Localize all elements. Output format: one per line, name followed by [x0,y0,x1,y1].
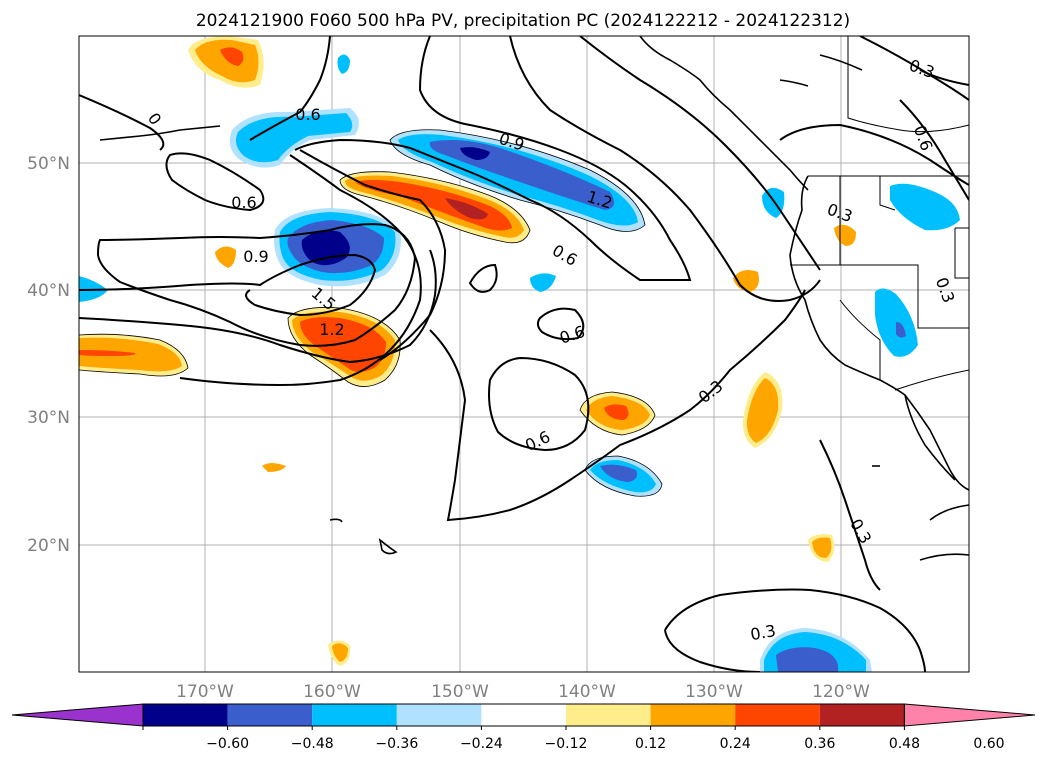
colorbar-label: 0.36 [804,736,835,752]
figure-title: 2024121900 F060 500 hPa PV, precipitatio… [196,11,850,31]
precip-blob-positive [262,463,286,472]
lon-tick: 160°W [303,682,361,702]
colorbar-extend-left [11,703,144,727]
colorbar-label: −0.24 [460,736,503,752]
colorbar-label: −0.60 [206,736,249,752]
lon-tick: 170°W [176,682,234,702]
precip-blob-positive [215,246,236,268]
lon-tick: 130°W [685,682,743,702]
colorbar-labels: −0.60 −0.48 −0.36 −0.24 −0.12 0.12 0.24 0.36 0.4… [142,726,1005,752]
lon-tick: 150°W [431,682,489,702]
coastlines [99,36,969,561]
contour-label: 0.9 [243,247,268,266]
colorbar-label: −0.48 [291,736,334,752]
lat-tick: 30°N [27,408,70,428]
map-area [79,36,969,672]
colorbar-segment [227,704,313,726]
colorbar-outline [142,703,905,727]
pv-contours [79,36,969,672]
lon-tick: 140°W [558,682,616,702]
colorbar-segment [312,704,397,726]
colorbar-segment [735,704,820,726]
colorbar-label: 0.12 [635,736,666,752]
colorbar-label: −0.36 [375,736,418,752]
map-content: 0.6 0.6 0.9 1.5 1.2 0.9 1.2 0.6 0.6 0.3 … [79,36,969,672]
lat-tick: 40°N [27,281,70,301]
colorbar-segment [396,704,482,726]
latitude-tick-labels: 50°N 40°N 30°N 20°N [27,154,70,556]
colorbar-label: 0.48 [889,736,920,752]
precip-blob-negative [890,183,960,231]
colorbar-segment [650,704,736,726]
colorbar-segment [143,704,228,726]
lon-tick: 120°W [812,682,870,702]
colorbar-label: 0.24 [720,736,751,752]
colorbar-segment [819,704,905,726]
precip-blob-negative [337,54,350,74]
precip-blob-negative [530,273,556,292]
colorbar-label: −0.12 [545,736,588,752]
contour-label: 0.6 [295,105,320,124]
colorbar [11,703,1036,727]
contour-label: 1.2 [319,320,344,339]
lat-tick: 50°N [27,154,70,174]
longitude-tick-labels: 170°W 160°W 150°W 140°W 130°W 120°W [176,682,870,702]
precip-blobs [79,36,960,672]
colorbar-label: 0.60 [973,736,1004,752]
colorbar-segment [481,704,566,726]
contour-label: 0.6 [231,193,256,212]
precip-blob-negative [762,187,785,218]
colorbar-extend-right [903,703,1036,727]
precip-blob-positive [733,270,759,292]
map-frame [78,35,970,673]
colorbar-segment [566,704,651,726]
lat-tick: 20°N [27,536,70,556]
contour-label: 0.3 [749,621,777,644]
